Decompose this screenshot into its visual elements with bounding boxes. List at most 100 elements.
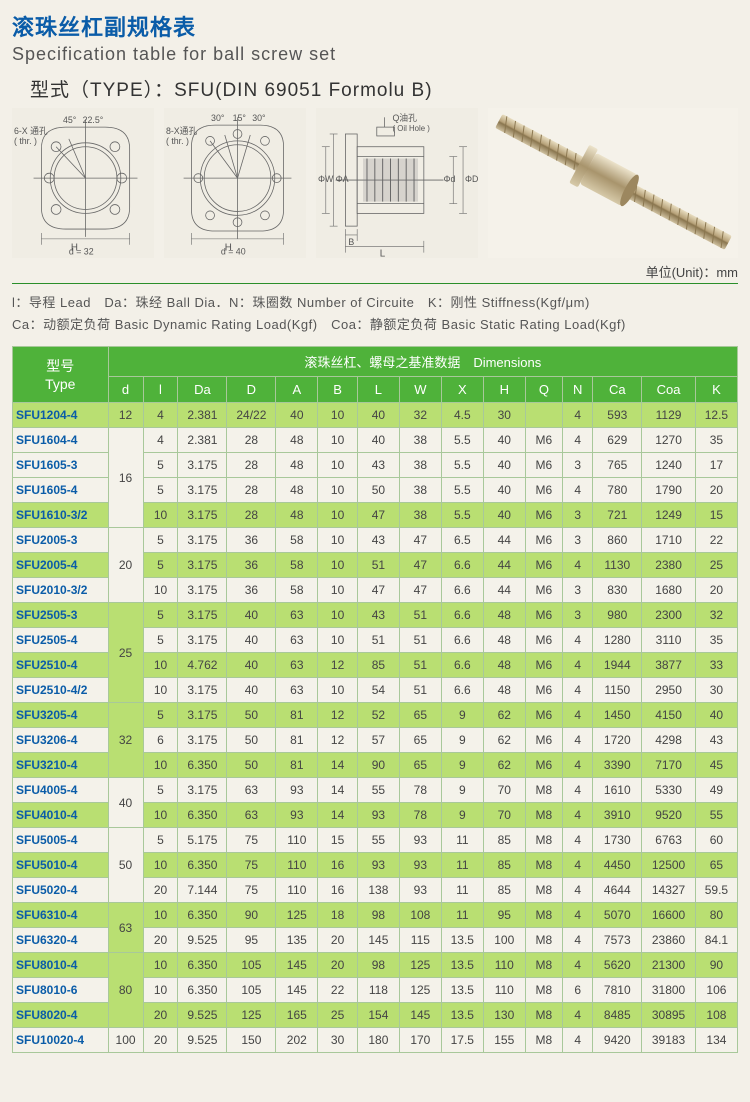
cell-Ca: 629: [593, 428, 642, 453]
cell-N: 4: [563, 753, 593, 778]
cell-X: 9: [441, 728, 483, 753]
cell-Da: 3.175: [178, 553, 227, 578]
cell-l: 4: [143, 403, 178, 428]
cell-H: 48: [483, 653, 525, 678]
cell-Q: M8: [525, 803, 562, 828]
table-row: SFU8010-480106.350105145209812513.5110M8…: [13, 953, 738, 978]
cell-W: 145: [399, 1003, 441, 1028]
cell-X: 11: [441, 878, 483, 903]
col-header-W: W: [399, 377, 441, 403]
cell-L: 55: [357, 828, 399, 853]
cell-W: 115: [399, 928, 441, 953]
cell-Ca: 1720: [593, 728, 642, 753]
cell-D: 105: [227, 953, 276, 978]
cell-type: SFU4005-4: [13, 778, 109, 803]
cell-N: 4: [563, 728, 593, 753]
cell-L: 47: [357, 578, 399, 603]
cell-type: SFU2005-4: [13, 553, 109, 578]
cell-N: 4: [563, 928, 593, 953]
cell-K: 59.5: [695, 878, 737, 903]
cell-X: 6.6: [441, 628, 483, 653]
cell-W: 108: [399, 903, 441, 928]
cell-Da: 3.175: [178, 628, 227, 653]
cell-L: 154: [357, 1003, 399, 1028]
cell-type: SFU1610-3/2: [13, 503, 109, 528]
cell-D: 28: [227, 453, 276, 478]
cell-Ca: 593: [593, 403, 642, 428]
cell-W: 51: [399, 603, 441, 628]
cell-N: 4: [563, 1028, 593, 1053]
cell-type: SFU5010-4: [13, 853, 109, 878]
cell-X: 6.6: [441, 678, 483, 703]
cell-K: 40: [695, 703, 737, 728]
cell-Ca: 721: [593, 503, 642, 528]
cell-type: SFU2005-3: [13, 528, 109, 553]
cell-K: 12.5: [695, 403, 737, 428]
cell-l: 10: [143, 578, 178, 603]
svg-text:Q油孔: Q油孔: [393, 112, 418, 123]
cell-K: 35: [695, 428, 737, 453]
cell-D: 95: [227, 928, 276, 953]
label-30a: 30°: [211, 113, 224, 123]
cell-Q: M6: [525, 553, 562, 578]
cell-N: 3: [563, 503, 593, 528]
cell-Da: 6.350: [178, 803, 227, 828]
cell-W: 47: [399, 553, 441, 578]
cell-X: 6.6: [441, 653, 483, 678]
cell-X: 17.5: [441, 1028, 483, 1053]
cell-Coa: 6763: [642, 828, 696, 853]
label-B: B: [349, 237, 355, 247]
cell-A: 110: [276, 828, 318, 853]
cell-B: 25: [318, 1003, 358, 1028]
cell-Q: M8: [525, 828, 562, 853]
cell-d: 80: [108, 953, 143, 1028]
label-30b: 30°: [252, 113, 265, 123]
cell-type: SFU2010-3/2: [13, 578, 109, 603]
cell-A: 110: [276, 878, 318, 903]
cell-L: 51: [357, 628, 399, 653]
col-header-Q: Q: [525, 377, 562, 403]
cell-Ca: 860: [593, 528, 642, 553]
cell-Da: 9.525: [178, 1028, 227, 1053]
cell-Ca: 3390: [593, 753, 642, 778]
cell-W: 65: [399, 703, 441, 728]
cell-H: 40: [483, 428, 525, 453]
cell-X: 9: [441, 703, 483, 728]
label-d32: d = 32: [69, 247, 94, 257]
diagram-flange-8hole: 8-X通孔( thr. ) 30° 15° 30° H d = 40: [164, 108, 306, 258]
cell-Coa: 1710: [642, 528, 696, 553]
cell-N: 3: [563, 528, 593, 553]
cell-K: 25: [695, 553, 737, 578]
col-header-l: l: [143, 377, 178, 403]
cell-type: SFU8020-4: [13, 1003, 109, 1028]
cell-Coa: 1240: [642, 453, 696, 478]
cell-A: 40: [276, 403, 318, 428]
cell-type: SFU6320-4: [13, 928, 109, 953]
cell-L: 118: [357, 978, 399, 1003]
cell-Da: 5.175: [178, 828, 227, 853]
cell-Da: 6.350: [178, 978, 227, 1003]
cell-H: 85: [483, 828, 525, 853]
cell-L: 180: [357, 1028, 399, 1053]
cell-type: SFU3206-4: [13, 728, 109, 753]
diagram-nut-side: Q油孔 ( Oil Hole ) ΦW ΦA Φd ΦD B L: [316, 108, 478, 258]
cell-Da: 6.350: [178, 953, 227, 978]
table-row: SFU10020-4100209.5251502023018017017.515…: [13, 1028, 738, 1053]
cell-type: SFU1605-4: [13, 478, 109, 503]
cell-l: 20: [143, 1003, 178, 1028]
cell-N: 3: [563, 453, 593, 478]
cell-X: 6.6: [441, 578, 483, 603]
cell-N: 4: [563, 628, 593, 653]
cell-X: 5.5: [441, 428, 483, 453]
cell-K: 80: [695, 903, 737, 928]
cell-type: SFU8010-4: [13, 953, 109, 978]
cell-N: 4: [563, 778, 593, 803]
cell-H: 40: [483, 453, 525, 478]
cell-l: 4: [143, 428, 178, 453]
cell-Da: 3.175: [178, 528, 227, 553]
cell-L: 54: [357, 678, 399, 703]
cell-X: 5.5: [441, 503, 483, 528]
cell-K: 22: [695, 528, 737, 553]
diagram-row: 6-X 通孔( thr. ) 45° 22.5° H d = 32 8-X通孔(…: [12, 108, 738, 258]
cell-X: 5.5: [441, 478, 483, 503]
